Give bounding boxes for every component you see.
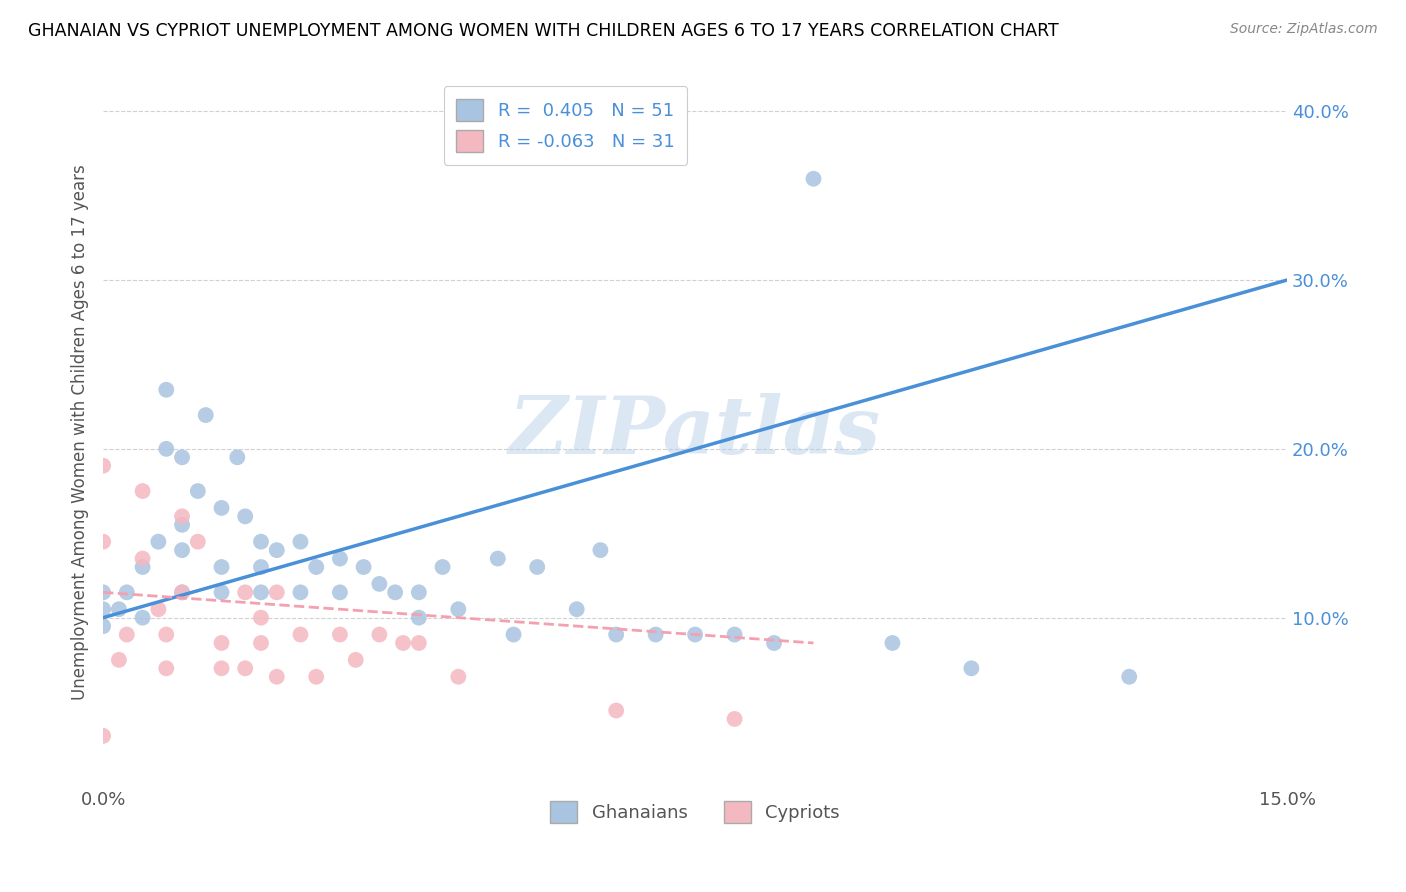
Point (723, 627, 745, 641)
Point (368, 577, 391, 591)
Point (233, 509, 256, 524)
Point (723, 712, 745, 726)
Point (91, 458, 114, 473)
Point (187, 534, 209, 549)
Legend: Ghanaians, Cypriots: Ghanaians, Cypriots (540, 790, 851, 834)
Point (155, 661, 177, 675)
Point (131, 610, 153, 624)
Point (170, 585, 193, 599)
Point (170, 509, 193, 524)
Point (108, 653, 131, 667)
Point (115, 585, 138, 599)
Point (250, 636, 273, 650)
Point (250, 534, 273, 549)
Point (131, 484, 153, 499)
Point (384, 585, 406, 599)
Point (211, 500, 233, 515)
Point (882, 636, 904, 650)
Point (187, 484, 209, 499)
Point (170, 543, 193, 558)
Point (408, 585, 430, 599)
Point (447, 602, 470, 616)
Point (565, 602, 588, 616)
Point (250, 585, 273, 599)
Point (408, 636, 430, 650)
Point (194, 408, 217, 422)
Point (305, 560, 328, 574)
Point (305, 670, 328, 684)
Point (233, 585, 256, 599)
Point (266, 670, 288, 684)
Point (91, 534, 114, 549)
Point (115, 627, 138, 641)
Point (290, 585, 312, 599)
Point (91, 729, 114, 743)
Point (329, 585, 352, 599)
Point (353, 560, 375, 574)
Point (250, 610, 273, 624)
Point (344, 653, 367, 667)
Point (108, 602, 131, 616)
Point (683, 627, 706, 641)
Point (392, 636, 415, 650)
Point (250, 560, 273, 574)
Point (803, 171, 825, 186)
Point (432, 560, 454, 574)
Point (526, 560, 548, 574)
Point (589, 543, 612, 558)
Point (502, 627, 524, 641)
Text: Source: ZipAtlas.com: Source: ZipAtlas.com (1230, 22, 1378, 37)
Point (170, 450, 193, 465)
Point (170, 585, 193, 599)
Point (290, 534, 312, 549)
Point (605, 704, 627, 718)
Point (486, 551, 509, 566)
Point (211, 636, 233, 650)
Point (155, 383, 177, 397)
Point (644, 627, 666, 641)
Point (211, 560, 233, 574)
Point (155, 627, 177, 641)
Point (266, 585, 288, 599)
Point (91, 619, 114, 633)
Point (266, 543, 288, 558)
Point (148, 602, 170, 616)
Point (408, 610, 430, 624)
Point (960, 661, 983, 675)
Text: GHANAIAN VS CYPRIOT UNEMPLOYMENT AMONG WOMEN WITH CHILDREN AGES 6 TO 17 YEARS CO: GHANAIAN VS CYPRIOT UNEMPLOYMENT AMONG W… (28, 22, 1059, 40)
Text: ZIPatlas: ZIPatlas (509, 393, 882, 471)
Point (131, 560, 153, 574)
Point (447, 670, 470, 684)
Point (226, 450, 249, 465)
Point (605, 627, 627, 641)
Point (368, 627, 391, 641)
Point (148, 534, 170, 549)
Point (1118, 670, 1140, 684)
Point (91, 602, 114, 616)
Point (329, 627, 352, 641)
Point (131, 551, 153, 566)
Point (155, 442, 177, 456)
Y-axis label: Unemployment Among Women with Children Ages 6 to 17 years: Unemployment Among Women with Children A… (72, 164, 89, 700)
Point (211, 661, 233, 675)
Point (290, 627, 312, 641)
Point (329, 551, 352, 566)
Point (170, 517, 193, 532)
Point (91, 585, 114, 599)
Point (233, 661, 256, 675)
Point (211, 585, 233, 599)
Point (763, 636, 786, 650)
